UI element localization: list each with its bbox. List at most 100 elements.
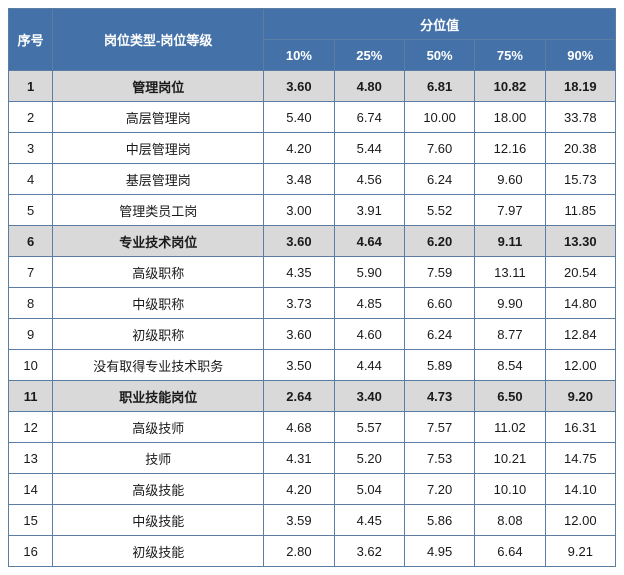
salary-percentile-table: 序号 岗位类型-岗位等级 分位值 10% 25% 50% 75% 90% 1管理… <box>8 8 616 567</box>
table-row: 7高级职称4.355.907.5913.1120.54 <box>9 257 616 288</box>
header-percentile-group: 分位值 <box>264 9 616 40</box>
cell-value: 5.04 <box>334 474 404 505</box>
cell-value: 4.64 <box>334 226 404 257</box>
cell-value: 9.90 <box>475 288 545 319</box>
cell-idx: 3 <box>9 133 53 164</box>
table-row: 10没有取得专业技术职务3.504.445.898.5412.00 <box>9 350 616 381</box>
cell-value: 6.50 <box>475 381 545 412</box>
table-row: 5管理类员工岗3.003.915.527.9711.85 <box>9 195 616 226</box>
cell-value: 2.80 <box>264 536 334 567</box>
cell-value: 20.38 <box>545 133 615 164</box>
cell-label: 高级技师 <box>53 412 264 443</box>
cell-value: 3.60 <box>264 319 334 350</box>
table-row: 14高级技能4.205.047.2010.1014.10 <box>9 474 616 505</box>
cell-value: 6.64 <box>475 536 545 567</box>
table-row: 8中级职称3.734.856.609.9014.80 <box>9 288 616 319</box>
cell-label: 基层管理岗 <box>53 164 264 195</box>
cell-value: 16.31 <box>545 412 615 443</box>
table-row: 12高级技师4.685.577.5711.0216.31 <box>9 412 616 443</box>
cell-label: 高级技能 <box>53 474 264 505</box>
cell-value: 12.00 <box>545 505 615 536</box>
cell-value: 4.60 <box>334 319 404 350</box>
cell-idx: 13 <box>9 443 53 474</box>
cell-value: 4.80 <box>334 71 404 102</box>
cell-value: 4.85 <box>334 288 404 319</box>
cell-value: 12.16 <box>475 133 545 164</box>
table-body: 1管理岗位3.604.806.8110.8218.192高层管理岗5.406.7… <box>9 71 616 567</box>
table-row: 2高层管理岗5.406.7410.0018.0033.78 <box>9 102 616 133</box>
cell-value: 4.31 <box>264 443 334 474</box>
cell-label: 专业技术岗位 <box>53 226 264 257</box>
cell-label: 高级职称 <box>53 257 264 288</box>
cell-idx: 2 <box>9 102 53 133</box>
cell-value: 7.53 <box>404 443 474 474</box>
cell-value: 4.35 <box>264 257 334 288</box>
cell-value: 7.57 <box>404 412 474 443</box>
cell-label: 中级职称 <box>53 288 264 319</box>
cell-value: 7.59 <box>404 257 474 288</box>
cell-value: 12.00 <box>545 350 615 381</box>
cell-value: 4.68 <box>264 412 334 443</box>
header-label: 岗位类型-岗位等级 <box>53 9 264 71</box>
header-p10: 10% <box>264 40 334 71</box>
cell-value: 14.80 <box>545 288 615 319</box>
cell-value: 14.10 <box>545 474 615 505</box>
cell-label: 高层管理岗 <box>53 102 264 133</box>
cell-value: 3.00 <box>264 195 334 226</box>
cell-value: 5.52 <box>404 195 474 226</box>
cell-value: 6.74 <box>334 102 404 133</box>
cell-value: 10.00 <box>404 102 474 133</box>
cell-value: 8.08 <box>475 505 545 536</box>
table-row: 15中级技能3.594.455.868.0812.00 <box>9 505 616 536</box>
cell-value: 12.84 <box>545 319 615 350</box>
cell-value: 9.60 <box>475 164 545 195</box>
cell-label: 中层管理岗 <box>53 133 264 164</box>
cell-value: 4.20 <box>264 474 334 505</box>
cell-value: 4.95 <box>404 536 474 567</box>
cell-value: 13.30 <box>545 226 615 257</box>
table-row: 6专业技术岗位3.604.646.209.1113.30 <box>9 226 616 257</box>
cell-value: 5.20 <box>334 443 404 474</box>
cell-value: 3.48 <box>264 164 334 195</box>
cell-value: 3.91 <box>334 195 404 226</box>
cell-idx: 14 <box>9 474 53 505</box>
cell-value: 7.60 <box>404 133 474 164</box>
cell-idx: 11 <box>9 381 53 412</box>
cell-value: 5.57 <box>334 412 404 443</box>
cell-idx: 6 <box>9 226 53 257</box>
cell-value: 5.86 <box>404 505 474 536</box>
cell-label: 初级职称 <box>53 319 264 350</box>
cell-label: 中级技能 <box>53 505 264 536</box>
cell-value: 3.40 <box>334 381 404 412</box>
table-row: 1管理岗位3.604.806.8110.8218.19 <box>9 71 616 102</box>
cell-value: 6.60 <box>404 288 474 319</box>
cell-value: 8.77 <box>475 319 545 350</box>
cell-idx: 10 <box>9 350 53 381</box>
cell-value: 4.44 <box>334 350 404 381</box>
cell-value: 18.19 <box>545 71 615 102</box>
cell-value: 7.97 <box>475 195 545 226</box>
cell-value: 9.20 <box>545 381 615 412</box>
cell-value: 10.82 <box>475 71 545 102</box>
table-row: 13技师4.315.207.5310.2114.75 <box>9 443 616 474</box>
cell-value: 6.20 <box>404 226 474 257</box>
cell-value: 3.60 <box>264 226 334 257</box>
cell-value: 6.24 <box>404 319 474 350</box>
cell-value: 15.73 <box>545 164 615 195</box>
cell-value: 4.73 <box>404 381 474 412</box>
table-header: 序号 岗位类型-岗位等级 分位值 10% 25% 50% 75% 90% <box>9 9 616 71</box>
cell-idx: 7 <box>9 257 53 288</box>
cell-value: 5.44 <box>334 133 404 164</box>
cell-idx: 5 <box>9 195 53 226</box>
cell-value: 3.50 <box>264 350 334 381</box>
table-row: 3中层管理岗4.205.447.6012.1620.38 <box>9 133 616 164</box>
header-p50: 50% <box>404 40 474 71</box>
cell-value: 33.78 <box>545 102 615 133</box>
cell-value: 3.62 <box>334 536 404 567</box>
cell-idx: 8 <box>9 288 53 319</box>
cell-value: 2.64 <box>264 381 334 412</box>
cell-idx: 15 <box>9 505 53 536</box>
cell-label: 职业技能岗位 <box>53 381 264 412</box>
header-p90: 90% <box>545 40 615 71</box>
cell-label: 管理岗位 <box>53 71 264 102</box>
